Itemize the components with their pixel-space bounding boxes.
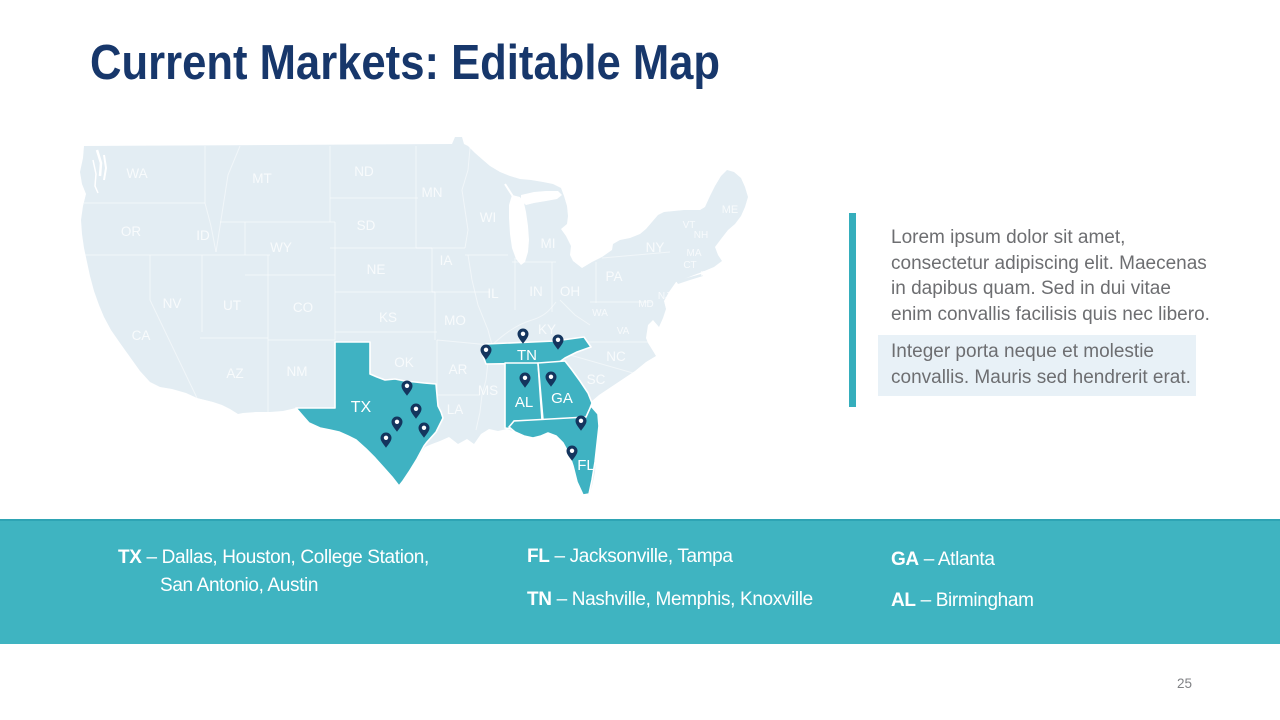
svg-text:SC: SC [587,372,606,387]
svg-text:ID: ID [196,228,210,243]
svg-text:MN: MN [422,185,443,200]
svg-text:CO: CO [293,300,313,315]
svg-text:KS: KS [379,310,397,325]
svg-text:AZ: AZ [226,366,243,381]
svg-text:NY: NY [646,240,665,255]
svg-text:NE: NE [367,262,386,277]
svg-text:AL: AL [515,394,533,411]
svg-text:MD: MD [638,299,654,310]
svg-text:RI: RI [701,271,708,278]
svg-text:OK: OK [394,355,414,370]
svg-text:KY: KY [538,322,556,337]
svg-text:CA: CA [132,328,151,343]
svg-text:IL: IL [487,286,499,301]
svg-text:UT: UT [223,298,241,313]
svg-text:GA: GA [551,390,573,407]
svg-text:MO: MO [444,313,466,328]
svg-text:OH: OH [560,284,580,299]
svg-text:NC: NC [606,349,626,364]
svg-text:MA: MA [687,248,702,259]
svg-text:WA: WA [126,166,147,181]
svg-text:OR: OR [121,224,142,239]
svg-text:MI: MI [541,236,556,251]
svg-text:IA: IA [440,253,453,268]
svg-text:MT: MT [252,171,272,186]
svg-text:WY: WY [270,240,292,255]
svg-text:NM: NM [287,364,308,379]
svg-text:SD: SD [357,218,376,233]
svg-text:PA: PA [605,269,622,284]
svg-text:VT: VT [683,220,696,231]
svg-text:NH: NH [694,230,708,241]
svg-text:TN: TN [517,347,537,364]
svg-text:VA: VA [617,326,630,337]
svg-text:IN: IN [529,284,543,299]
svg-text:AR: AR [449,362,468,377]
svg-text:ME: ME [722,204,739,216]
svg-text:MS: MS [478,383,498,398]
svg-text:NV: NV [163,296,182,311]
svg-text:FL: FL [577,457,595,474]
svg-text:LA: LA [447,402,464,417]
svg-text:TX: TX [351,399,372,416]
svg-text:WI: WI [480,210,497,225]
svg-text:WA: WA [592,308,608,319]
svg-text:ND: ND [354,164,374,179]
svg-text:NJ: NJ [658,291,670,302]
svg-text:CT: CT [683,260,696,271]
